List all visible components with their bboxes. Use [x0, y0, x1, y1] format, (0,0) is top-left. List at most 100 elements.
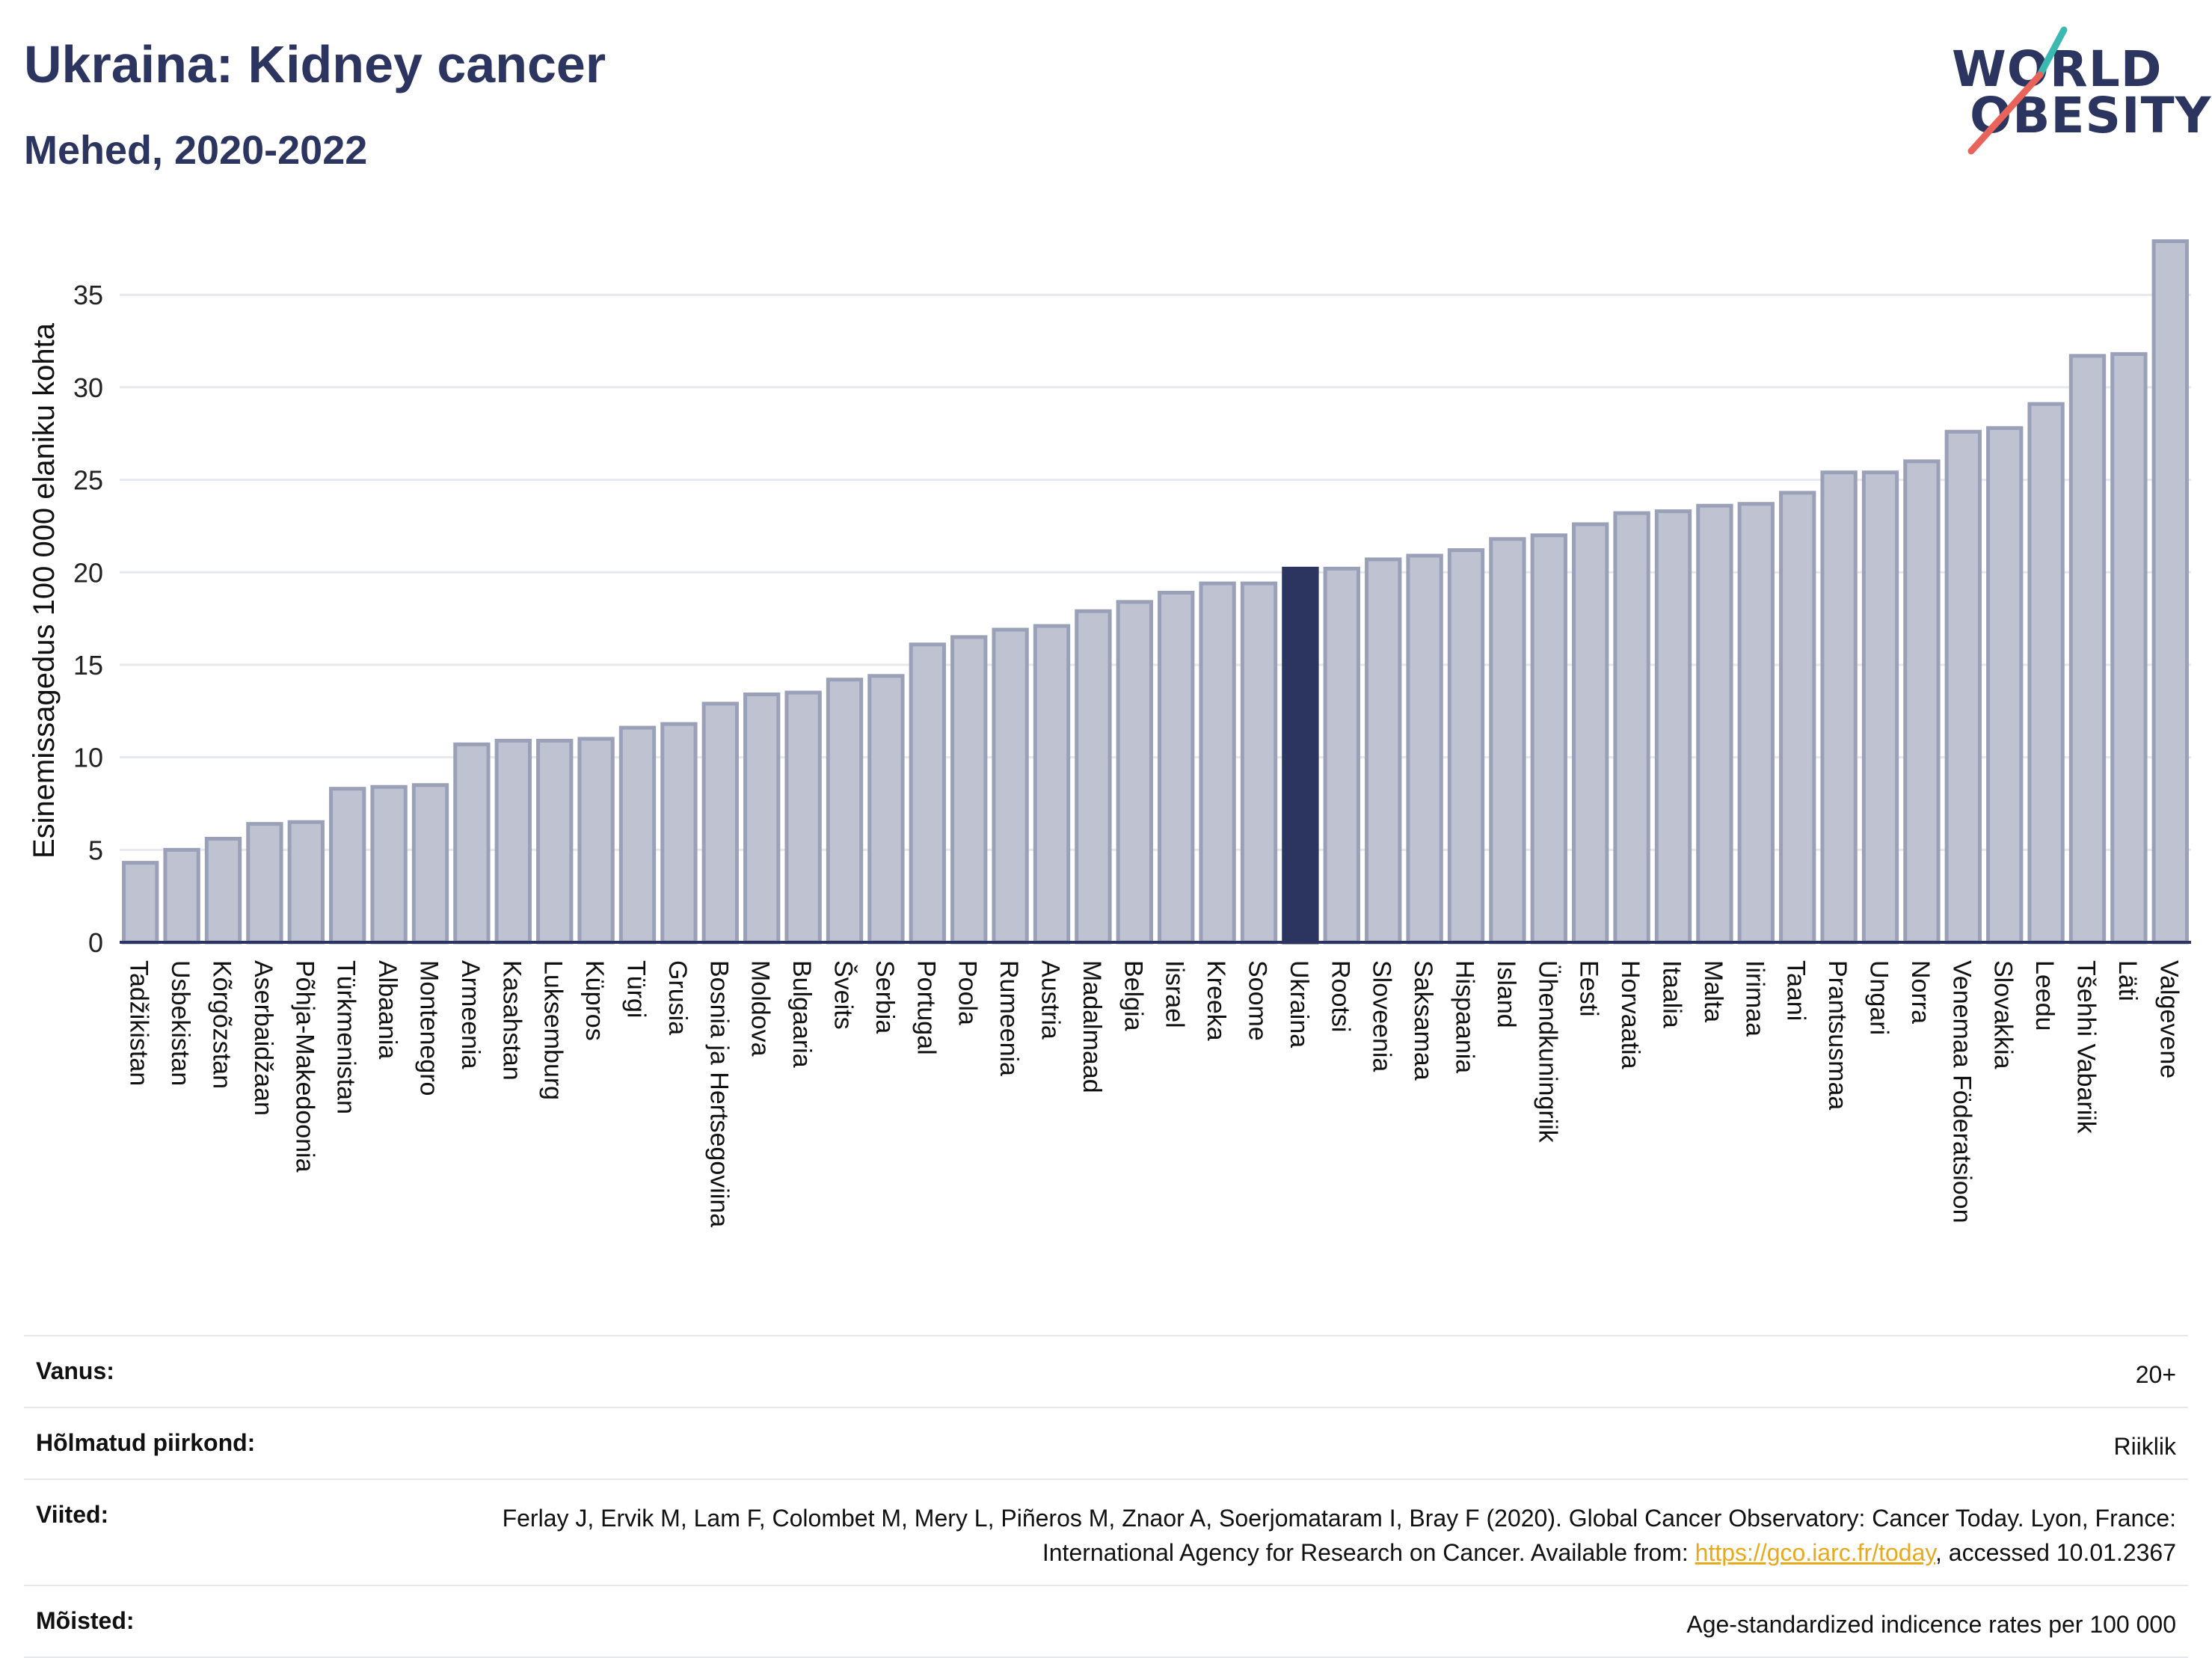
bar-Rootsi[interactable]: [1323, 566, 1360, 945]
bar-Montenegro[interactable]: [411, 783, 449, 945]
x-category-label: Türkmenistan: [332, 960, 360, 1114]
y-axis-label: Esinemissagedus 100 000 elaniku kohta: [28, 322, 61, 859]
y-tick-label: 30: [73, 372, 103, 403]
bar-Leedu[interactable]: [2027, 402, 2065, 945]
x-category-label: Ungari: [1865, 960, 1893, 1035]
bar-Malta[interactable]: [1696, 503, 1733, 945]
x-category-label: Šveits: [829, 960, 858, 1030]
info-value: Age-standardized indicence rates per 100…: [1686, 1611, 2176, 1638]
x-category-label: Venemaa Föderatsioon: [1947, 960, 1976, 1223]
x-category-label: Küpros: [580, 960, 609, 1041]
bar-Sloveenia[interactable]: [1365, 557, 1402, 945]
logo-text-line2: OBESITY: [1970, 87, 2212, 144]
bar-Valgevene[interactable]: [2151, 239, 2189, 945]
info-row-definitions: Mõisted: Age-standardized indicence rate…: [24, 1585, 2188, 1658]
bar-Slovakkia[interactable]: [1986, 426, 2024, 945]
x-category-label: Poola: [953, 960, 982, 1025]
bar-Luksemburg[interactable]: [536, 738, 574, 945]
bar-Serbia[interactable]: [867, 674, 905, 945]
x-category-label: Leedu: [2030, 960, 2059, 1031]
x-category-label: Armeenia: [456, 960, 485, 1069]
bar-Kõrgõzstan[interactable]: [204, 836, 242, 945]
x-category-label: Belgia: [1119, 960, 1147, 1031]
info-row-age: Vanus: 20+: [24, 1335, 2188, 1407]
bar-Horvaatia[interactable]: [1613, 511, 1650, 945]
bar-Armeenia[interactable]: [453, 742, 491, 945]
bar-Läti[interactable]: [2110, 351, 2148, 945]
bar-Ungari[interactable]: [1861, 470, 1899, 945]
logo-slash-icon: [1967, 26, 2068, 155]
bar-Venemaa Föderatsioon[interactable]: [1944, 429, 1982, 945]
x-category-label: Rootsi: [1326, 960, 1354, 1032]
bar-Aserbaidžaan[interactable]: [246, 822, 283, 945]
x-category-label: Serbia: [870, 960, 899, 1034]
bar-Ühendkuningriik[interactable]: [1530, 533, 1567, 945]
x-category-label: Usbekistan: [166, 960, 194, 1086]
bar-Taani[interactable]: [1779, 491, 1816, 945]
bar-Belgia[interactable]: [1116, 600, 1153, 945]
bar-Bosnia ja Hertsegoviina[interactable]: [701, 701, 739, 945]
x-category-label: Saksamaa: [1409, 960, 1437, 1081]
bar-Küpros[interactable]: [577, 737, 615, 945]
info-value: 20+: [2135, 1361, 2176, 1388]
bar-Tšehhi Vabariik[interactable]: [2068, 354, 2107, 945]
bar-Itaalia[interactable]: [1654, 509, 1692, 945]
x-category-label: Kreeka: [1202, 960, 1230, 1041]
bar-Šveits[interactable]: [826, 678, 864, 945]
bar-Ukraina[interactable]: [1282, 566, 1319, 945]
bar-Hispaania[interactable]: [1447, 548, 1485, 945]
y-tick-label: 20: [73, 557, 103, 588]
bar-Iisrael[interactable]: [1158, 590, 1195, 945]
bar-Poola[interactable]: [950, 635, 988, 945]
x-category-label: Aserbaidžaan: [249, 960, 277, 1116]
info-table: Vanus: 20+ Hõlmatud piirkond: Riiklik Vi…: [24, 1335, 2188, 1658]
bar-Usbekistan[interactable]: [163, 847, 200, 945]
bar-chart: 0 5 10 15 20 25 30 35 Tadžikistan Usbekistan Kõrg…: [28, 239, 2191, 1227]
bar-Moldova[interactable]: [743, 693, 781, 945]
bar-Iirimaa[interactable]: [1737, 502, 1775, 945]
bar-Eesti[interactable]: [1572, 522, 1609, 945]
y-tick-label: 5: [88, 835, 103, 865]
bar-Norra[interactable]: [1903, 459, 1941, 945]
bar-Rumeenia[interactable]: [992, 627, 1029, 945]
bar-Prantsusmaa[interactable]: [1820, 470, 1858, 945]
bar-Grusia[interactable]: [660, 722, 698, 945]
x-category-label: Bosnia ja Hertsegoviina: [704, 960, 733, 1227]
bar-Austria[interactable]: [1033, 624, 1071, 945]
bar-Madalmaad[interactable]: [1075, 609, 1112, 945]
bar-Bulgaaria[interactable]: [784, 690, 822, 945]
y-tick-label: 15: [73, 650, 103, 681]
y-tick-labels: 0 5 10 15 20 25 30 35: [73, 280, 103, 958]
x-category-label: Island: [1492, 960, 1520, 1028]
bar-Põhja-Makedoonia[interactable]: [287, 820, 325, 945]
x-category-label: Ühendkuningriik: [1533, 960, 1561, 1143]
x-category-label: Itaalia: [1658, 960, 1686, 1028]
x-category-label: Sloveenia: [1368, 960, 1396, 1072]
x-category-label: Kõrgõzstan: [208, 960, 236, 1089]
bar-Island[interactable]: [1489, 537, 1526, 945]
x-category-label: Valgevene: [2154, 960, 2183, 1078]
bar-Saksamaa[interactable]: [1406, 553, 1443, 945]
x-category-label: Albaania: [373, 960, 402, 1059]
bars: [122, 239, 2189, 945]
bar-Tadžikistan[interactable]: [122, 861, 159, 945]
y-tick-label: 10: [73, 743, 103, 773]
bar-Türkmenistan[interactable]: [329, 787, 366, 945]
world-obesity-logo: WORLD OBESITY: [1952, 22, 2211, 165]
bar-Albaania[interactable]: [370, 785, 408, 945]
x-category-label: Taani: [1782, 960, 1810, 1021]
bar-Kasahstan[interactable]: [494, 738, 532, 945]
reference-link[interactable]: https://gco.iarc.fr/today: [1695, 1539, 1935, 1566]
x-category-labels: Tadžikistan Usbekistan Kõrgõzstan Aserbaidž…: [125, 960, 2184, 1227]
x-category-label: Soome: [1244, 960, 1272, 1041]
x-category-label: Portugal: [912, 960, 940, 1055]
x-category-label: Madalmaad: [1078, 960, 1106, 1093]
bar-Soome[interactable]: [1240, 581, 1278, 945]
info-value: Ferlay J, Ervik M, Lam F, Colombet M, Me…: [456, 1501, 2176, 1570]
info-key: Mõisted:: [36, 1607, 135, 1634]
bar-Kreeka[interactable]: [1199, 581, 1236, 945]
bar-Türgi[interactable]: [618, 725, 657, 945]
x-category-label: Norra: [1906, 960, 1935, 1024]
bar-Portugal[interactable]: [909, 642, 946, 945]
reference-text: Ferlay J, Ervik M, Lam F, Colombet M, Me…: [502, 1505, 2176, 1566]
